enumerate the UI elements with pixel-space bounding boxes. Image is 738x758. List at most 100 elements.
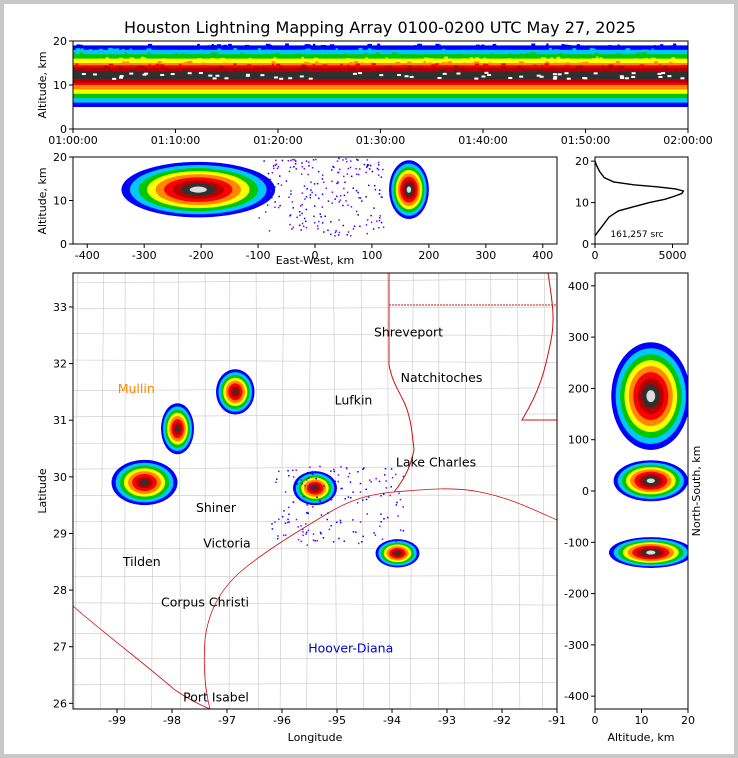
lightning-scatter-point: [390, 468, 393, 470]
altitude-density-speck: [230, 66, 236, 69]
altitude-density-speck: [98, 70, 102, 73]
altitude-density-speck: [175, 52, 179, 55]
altitude-density-core: [260, 74, 265, 77]
eastwest-scatter-point: [377, 168, 380, 171]
source-count-tick-label: 5000: [659, 249, 687, 262]
altitude-density-speck: [545, 71, 551, 74]
altitude-density-speck: [85, 63, 91, 66]
lightning-scatter-point: [295, 469, 297, 471]
altitude-time-ylabel: Altitude, km: [36, 51, 49, 118]
altitude-density-speck: [195, 53, 200, 56]
eastwest-scatter-point: [355, 210, 358, 213]
altitude-density-speck: [429, 54, 434, 57]
lightning-scatter-point: [402, 475, 405, 478]
altitude-density-speck: [525, 52, 529, 55]
altitude-density-speck: [635, 58, 638, 61]
eastwest-scatter-point: [320, 216, 322, 218]
altitude-density-speck: [234, 48, 238, 51]
lightning-scatter-point: [359, 482, 362, 485]
lightning-scatter-point: [381, 538, 384, 540]
altitude-density-speck: [313, 57, 319, 60]
altitude-density-speck: [314, 68, 319, 71]
lightning-scatter-point: [344, 498, 347, 500]
longitude-tick-label: -99: [108, 714, 126, 727]
altitude-density-speck: [427, 72, 431, 75]
eastwest-scatter-point: [293, 165, 295, 168]
altitude-density-speck: [524, 71, 529, 74]
altitude-density-speck: [466, 73, 471, 76]
altitude-a-tick-label: 10: [53, 79, 67, 92]
altitude-density-speck: [177, 70, 180, 73]
altitude-density-speck: [519, 73, 522, 76]
altitude-density-speck: [541, 57, 546, 60]
altitude-density-speck: [514, 68, 518, 71]
altitude-density-speck: [297, 53, 301, 56]
altitude-density-speck: [645, 57, 648, 60]
eastwest-scatter-point: [335, 230, 337, 232]
altitude-density-speck: [668, 63, 674, 66]
altitude-density-speck: [270, 53, 274, 56]
lightning-scatter-point: [278, 470, 280, 473]
altitude-density-speck: [572, 48, 577, 51]
altitude-density-core: [379, 74, 384, 77]
county-line: [542, 273, 545, 709]
altitude-density-speck: [242, 55, 245, 58]
lightning-cluster-layer: [312, 486, 318, 491]
eastwest-scatter-point: [274, 201, 276, 203]
altitude-density-speck: [85, 58, 90, 61]
altitude-density-speck: [278, 70, 281, 73]
altitude-density-speck: [108, 63, 114, 66]
mississippi-river-border: [521, 273, 557, 421]
lightning-scatter-point: [402, 506, 404, 508]
eastwest-scatter-point: [378, 226, 380, 229]
eastwest-scatter-point: [331, 202, 333, 204]
eastwest-scatter-point: [278, 195, 280, 198]
lightning-scatter-point: [306, 472, 309, 474]
altitude-density-core: [631, 72, 636, 75]
longitude-label: Longitude: [288, 731, 343, 744]
altitude-density-speck: [230, 68, 235, 71]
eastwest-scatter-point: [369, 164, 372, 167]
altitude-density-speck: [483, 64, 489, 67]
altitude-density-speck: [121, 48, 125, 51]
altitude-density-speck: [475, 55, 480, 58]
eastwest-scatter-point: [295, 168, 297, 170]
eastwest-scatter-point: [370, 214, 372, 217]
eastwest-scatter-point: [301, 165, 304, 168]
eastwest-scatter-point: [274, 206, 276, 209]
county-line: [73, 602, 557, 606]
altitude-density-speck: [571, 66, 576, 69]
altitude-density-speck: [312, 43, 316, 46]
eastwest-scatter-point: [346, 191, 349, 194]
eastwest-scatter-point: [275, 159, 277, 162]
altitude-density-speck: [576, 66, 581, 69]
altitude-density-speck: [462, 62, 467, 65]
altitude-density-core: [308, 77, 313, 80]
altitude-density-speck: [244, 44, 250, 47]
lightning-scatter-point: [283, 510, 285, 512]
altitude-density-speck: [127, 72, 131, 75]
altitude-density-core: [92, 73, 97, 76]
lightning-scatter-point: [309, 485, 311, 488]
lightning-scatter-point: [320, 514, 323, 516]
altitude-density-speck: [147, 52, 151, 55]
altitude-density-speck: [184, 69, 188, 72]
altitude-density-speck: [151, 72, 155, 75]
altitude-density-speck: [370, 51, 373, 54]
eastwest-scatter-point: [356, 173, 358, 175]
eastwest-scatter-point: [355, 189, 358, 192]
altitude-density-speck: [560, 47, 565, 50]
altitude-density-speck: [603, 45, 608, 48]
altitude-density-speck: [75, 63, 79, 66]
altitude-b-tick-label: 20: [53, 151, 67, 164]
altitude-density-core: [661, 72, 666, 75]
altitude-density-speck: [124, 52, 128, 55]
lightning-scatter-point: [288, 521, 290, 523]
lightning-scatter-point: [312, 539, 315, 541]
altitude-density-core: [299, 75, 304, 78]
eastwest-scatter-point: [277, 165, 280, 168]
altitude-density-speck: [275, 52, 280, 55]
altitude-density-speck: [375, 52, 380, 55]
altitude-density-speck: [643, 63, 649, 66]
altitude-density-speck: [562, 66, 566, 69]
